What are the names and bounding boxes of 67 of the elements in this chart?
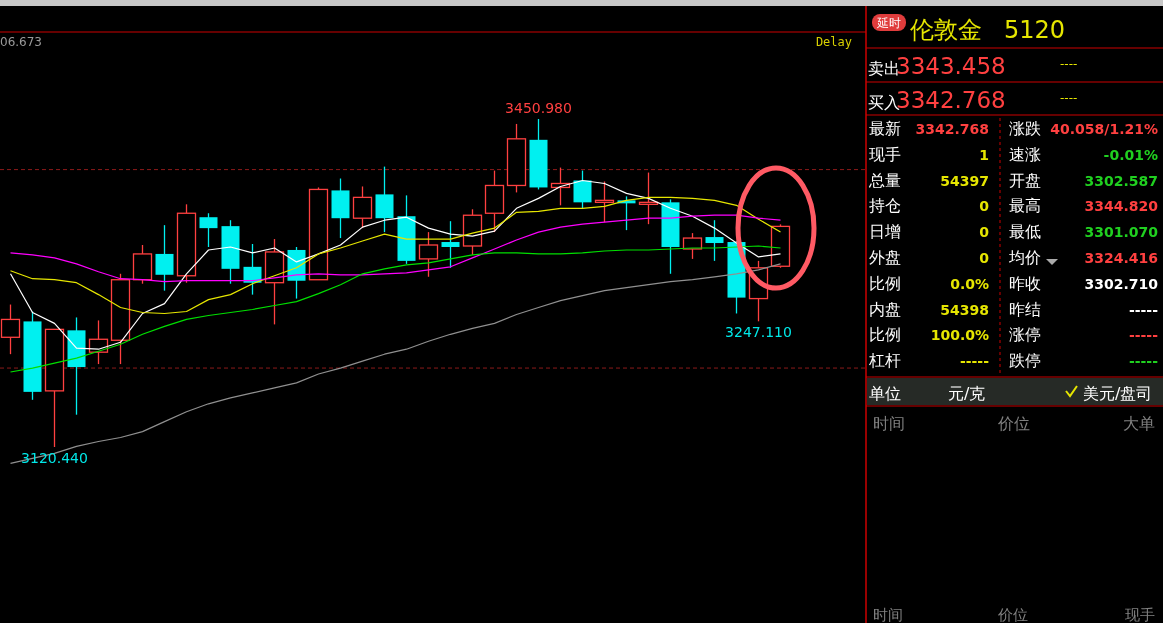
text: 价位 xyxy=(997,606,1028,623)
candlestick xyxy=(573,169,592,209)
text: 3301.070 xyxy=(1084,224,1159,241)
text: 06.673 xyxy=(0,35,42,49)
text: 现手 xyxy=(1125,606,1155,623)
text: 54397 xyxy=(940,172,989,189)
text: 涨跌 xyxy=(1009,119,1041,138)
text: 美元/盘司 xyxy=(1083,384,1153,403)
candlestick xyxy=(441,220,460,269)
text: 3324.416 xyxy=(1084,250,1158,266)
text: 1 xyxy=(979,146,989,163)
text: ---- xyxy=(1060,57,1078,71)
text: 涨停 xyxy=(1009,325,1041,345)
text: ----- xyxy=(1128,327,1159,344)
text: 价位 xyxy=(997,414,1030,433)
text: 5120 xyxy=(1004,16,1066,44)
text: 日增 xyxy=(869,222,901,242)
text: 最高 xyxy=(1009,196,1041,216)
candlestick xyxy=(705,219,724,262)
text: 延时 xyxy=(876,16,901,30)
text: 比例 xyxy=(869,325,901,345)
annotation: 3247.110 xyxy=(725,324,792,341)
candlestick xyxy=(243,243,262,296)
annotation: 3120.440 xyxy=(21,450,88,466)
text: 均价 xyxy=(1008,248,1041,267)
text: 速涨 xyxy=(1009,144,1041,164)
text: ----- xyxy=(1128,353,1159,370)
text: 3302.587 xyxy=(1084,172,1158,189)
text: Delay xyxy=(815,35,852,49)
text: 外盘 xyxy=(869,248,901,267)
text: 大单 xyxy=(1123,414,1155,433)
text: 开盘 xyxy=(1009,170,1041,190)
text: -0.01% xyxy=(1103,146,1158,163)
text: 最低 xyxy=(1009,222,1041,242)
text: 昨收 xyxy=(1009,273,1041,293)
text: 时间 xyxy=(873,414,905,433)
candlestick xyxy=(594,180,615,223)
candlestick xyxy=(375,165,394,233)
text: 3344.820 xyxy=(1084,198,1159,215)
text: 100.0% xyxy=(930,327,989,344)
text: 现手 xyxy=(869,144,901,164)
text: 0 xyxy=(979,224,990,241)
text: 比例 xyxy=(869,273,901,293)
text: 单位 xyxy=(869,384,901,403)
text: 40.058/1.21% xyxy=(1050,121,1158,137)
text: 时间 xyxy=(873,606,903,623)
text: 持仓 xyxy=(869,196,901,216)
text: 3342.768 xyxy=(915,121,989,137)
text: 总量 xyxy=(868,170,901,190)
annotation: 3450.980 xyxy=(505,100,572,116)
text: ----- xyxy=(1128,301,1159,318)
text: 昨结 xyxy=(1009,299,1041,319)
candlestick xyxy=(155,224,174,292)
text: 0 xyxy=(979,250,990,266)
text: 杠杆 xyxy=(868,351,901,371)
text: 0 xyxy=(979,198,990,215)
text: 54398 xyxy=(940,301,989,318)
text: 元/克 xyxy=(948,384,986,403)
text: ----- xyxy=(959,353,990,370)
text: 最新 xyxy=(869,119,901,138)
text: 内盘 xyxy=(869,299,901,319)
candlestick xyxy=(199,212,218,248)
text: 伦敦金 xyxy=(910,16,982,44)
text: 3302.710 xyxy=(1084,275,1159,292)
text: 0.0% xyxy=(950,275,989,292)
text: ---- xyxy=(1060,91,1078,105)
text: 跌停 xyxy=(1009,351,1041,371)
